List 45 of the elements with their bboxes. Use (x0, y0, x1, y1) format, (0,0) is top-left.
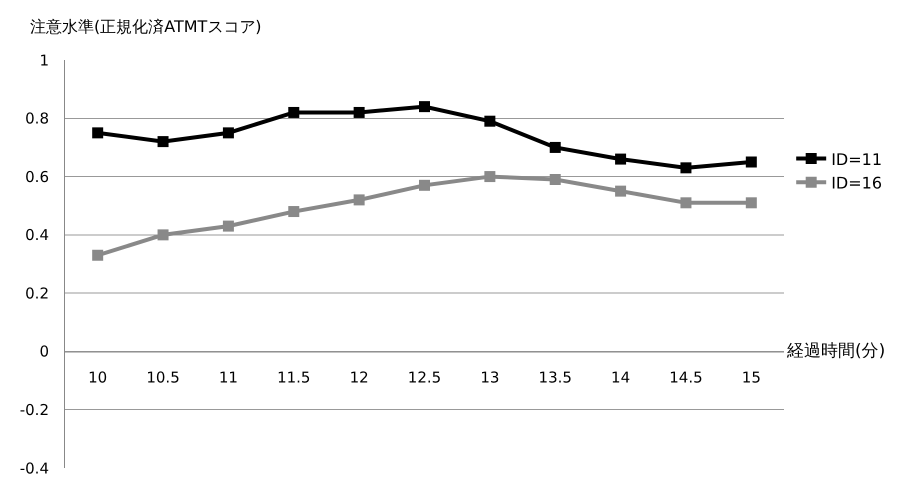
y-tick-label: 0.4 (25, 226, 49, 244)
point (746, 156, 757, 168)
point (680, 162, 692, 174)
point (92, 250, 104, 261)
point (550, 174, 561, 185)
y-tick-label: 0.6 (25, 168, 49, 186)
point (419, 101, 430, 112)
point (222, 220, 234, 232)
point (158, 229, 169, 240)
point (354, 106, 365, 118)
y-tick-label: 0 (39, 342, 49, 361)
x-axis-title: 経過時間(分) (786, 341, 886, 361)
x-tick-label: 15 (742, 368, 761, 386)
legend-label: ID=16 (831, 174, 882, 193)
point (680, 197, 692, 208)
point (158, 136, 169, 148)
y-tick-label: 1 (39, 51, 49, 70)
x-tick-label: 14 (611, 368, 630, 386)
x-tick-label: 13.5 (538, 368, 572, 386)
point (615, 154, 626, 165)
y-tick-label: -0.2 (20, 400, 49, 419)
x-tick-label: 12.5 (408, 368, 442, 386)
point (419, 180, 430, 191)
x-tick-label: 13 (480, 368, 500, 386)
point (484, 116, 496, 127)
point (288, 206, 300, 218)
point (92, 127, 104, 138)
point (550, 142, 561, 153)
x-tick-label: 10 (88, 368, 108, 386)
y-tick-label: 0.2 (25, 284, 49, 302)
y-tick-label: 0.8 (25, 110, 49, 128)
x-tick-label: 11 (218, 368, 238, 386)
legend-label: ID=11 (831, 150, 882, 169)
point (746, 197, 757, 208)
x-tick-label: 14.5 (669, 368, 703, 386)
point (354, 194, 365, 206)
point (484, 171, 496, 182)
point (615, 186, 626, 197)
y-tick-label: -0.4 (20, 459, 49, 478)
x-tick-label: 11.5 (277, 368, 310, 386)
y-axis-title: 注意水準(正規化済ATMTスコア) (30, 17, 262, 36)
x-tick-label: 10.5 (146, 368, 180, 386)
point (222, 127, 234, 138)
x-tick-label: 12 (350, 368, 369, 386)
point (288, 106, 300, 118)
